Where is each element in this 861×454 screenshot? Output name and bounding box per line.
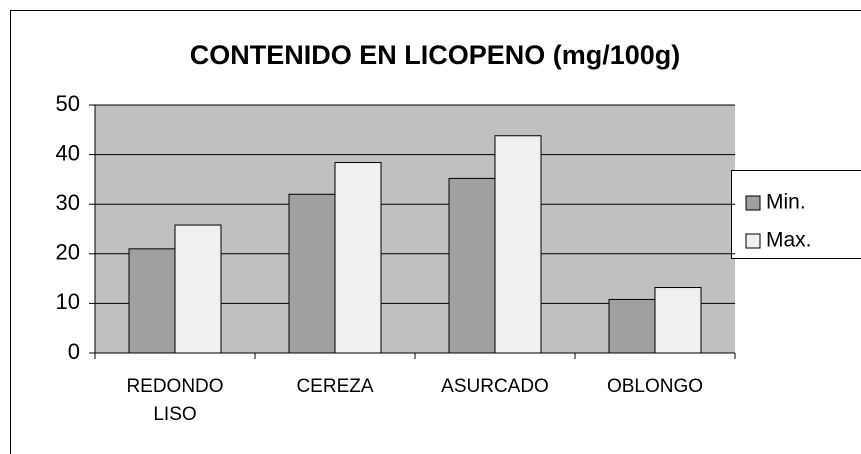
y-tick-label: 20 [56, 240, 80, 265]
bar [288, 193, 336, 354]
legend-swatch [745, 233, 761, 249]
y-tick-label: 10 [56, 289, 80, 314]
y-tick-label: 0 [68, 339, 80, 364]
x-tick-label: ASURCADO [441, 376, 549, 397]
bar [174, 224, 222, 354]
y-tick-label: 50 [56, 91, 80, 116]
y-tick-label: 40 [56, 140, 80, 165]
legend [731, 170, 861, 259]
bar [654, 287, 702, 354]
x-tick-label: CEREZA [296, 376, 374, 397]
bar [448, 177, 496, 354]
x-tick-label: REDONDO LISO [126, 376, 224, 425]
chart-title: CONTENIDO EN LICOPENO (mg/100g) [190, 40, 681, 70]
y-tick-label: 30 [56, 190, 80, 215]
legend-label: Max. [766, 229, 812, 252]
legend-label: Min. [766, 191, 806, 214]
bar [128, 248, 176, 354]
bar [608, 298, 656, 354]
bar [334, 162, 382, 354]
legend-swatch [745, 195, 761, 211]
x-tick-label: OBLONGO [606, 376, 704, 397]
bar [494, 135, 542, 354]
